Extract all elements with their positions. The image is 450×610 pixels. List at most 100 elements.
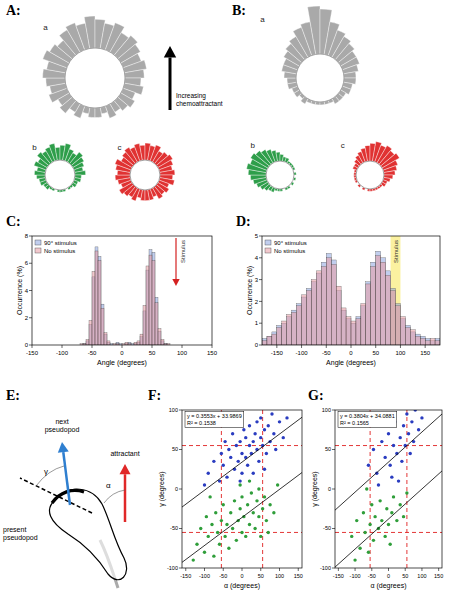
x-tick-label: 50 <box>402 573 408 579</box>
arrow-shaft <box>175 238 176 279</box>
histogram-bar <box>356 317 361 345</box>
x-tick <box>421 568 422 571</box>
scatter-point <box>255 499 258 502</box>
y-tick <box>179 528 182 529</box>
scatter-point <box>240 495 243 498</box>
plot-area <box>262 236 440 345</box>
rose-bar <box>115 175 130 180</box>
y-tick <box>179 449 182 450</box>
histogram-bar <box>152 252 155 345</box>
x-tick-label: 50 <box>149 350 156 356</box>
histogram-bar <box>101 308 104 345</box>
histogram-bar <box>292 312 297 345</box>
x-tick-label: 0 <box>120 350 124 356</box>
plot-frame <box>32 236 212 345</box>
pseudopod-diagram: nextpseudopodpresentpseudopodattractantγ… <box>3 418 140 588</box>
scatter-point <box>231 527 234 530</box>
diagram-label: nextpseudopod <box>45 418 80 434</box>
equation-box-frame <box>338 412 397 428</box>
histogram-bar <box>98 261 101 345</box>
rose-title: a <box>260 15 265 24</box>
histogram-bar <box>86 340 89 345</box>
histogram-bar <box>381 258 386 345</box>
plot-area <box>80 247 170 345</box>
histogram-bar <box>272 334 277 345</box>
histogram-bar <box>336 286 341 345</box>
rose-title: b <box>32 143 37 152</box>
histogram-bar <box>149 250 152 345</box>
x-tick-label: -100 <box>296 350 309 356</box>
rose-plot: a <box>260 6 359 105</box>
scatter-point <box>407 432 410 435</box>
y-tick-label: 0 <box>25 342 29 348</box>
scatter-point <box>272 432 275 435</box>
histogram-bar <box>430 338 435 345</box>
scatter-point <box>225 523 228 526</box>
scatter-point <box>240 472 243 475</box>
x-tick <box>62 345 63 348</box>
scatter-point <box>390 511 393 514</box>
x-tick-label: 0 <box>387 573 390 579</box>
equation-text: y = 0.3553x + 33.9869 <box>187 413 242 419</box>
histogram-bar <box>316 271 321 345</box>
scatter-point <box>252 440 255 443</box>
arrow <box>172 238 179 286</box>
scatter-point <box>227 547 230 550</box>
scatter-point <box>238 479 241 482</box>
fit-line <box>182 417 302 507</box>
scatter-point <box>212 554 215 557</box>
histogram-bar <box>116 342 119 345</box>
histogram-bar <box>400 317 405 345</box>
reference-line <box>262 410 263 568</box>
rose-bar <box>95 108 102 118</box>
y-tick-label: 100 <box>322 407 331 413</box>
x-tick <box>276 345 277 348</box>
rose-bars <box>282 6 360 105</box>
x-tick-label: 100 <box>417 573 426 579</box>
scatter-point <box>402 515 405 518</box>
x-tick-label: -50 <box>219 573 227 579</box>
reference-line <box>335 532 442 533</box>
histogram-bar <box>346 317 351 345</box>
x-tick-label: 100 <box>177 350 188 356</box>
scatter-point <box>263 468 266 471</box>
x-tick <box>182 345 183 348</box>
scatter-point <box>246 503 249 506</box>
histogram-bar <box>146 266 149 345</box>
scatter-point <box>257 460 260 463</box>
panel-letter: A: <box>6 3 21 18</box>
rose-bar <box>160 170 175 175</box>
scatter-point <box>222 464 225 467</box>
scatter-point <box>238 507 241 510</box>
scatter-point <box>392 444 395 447</box>
scatter-point <box>410 420 413 423</box>
legend: 90° stimulusNo stimulus <box>35 240 77 254</box>
scatter-point <box>227 448 230 451</box>
legend-swatch <box>265 248 271 253</box>
scatter-point <box>223 535 226 538</box>
y-axis-title: Occurrence (%) <box>246 266 254 315</box>
scatter-point <box>240 452 243 455</box>
legend-swatch <box>35 240 41 245</box>
y-tick-label: 1 <box>255 320 259 326</box>
annotation: Increasingchemoattractant <box>176 92 223 107</box>
scatter-point <box>274 448 277 451</box>
scatter-point <box>216 531 219 534</box>
scatter-point <box>399 436 402 439</box>
histogram-bar <box>267 336 272 345</box>
rose-title: c <box>341 141 345 150</box>
y-tick-label: 50 <box>325 446 331 452</box>
scatter-point <box>205 515 208 518</box>
scatter-point <box>263 495 266 498</box>
scatter-point <box>261 507 264 510</box>
pseudopod-axis <box>20 478 92 513</box>
scatter-point <box>388 543 391 546</box>
histogram-bar <box>155 303 158 345</box>
x-tick <box>400 345 401 348</box>
arrow-head <box>120 464 131 474</box>
x-tick <box>242 568 243 571</box>
text-line: pseudopod <box>45 426 80 434</box>
y-tick <box>179 410 182 411</box>
scatter-point <box>207 472 210 475</box>
histogram-bar <box>155 297 158 345</box>
